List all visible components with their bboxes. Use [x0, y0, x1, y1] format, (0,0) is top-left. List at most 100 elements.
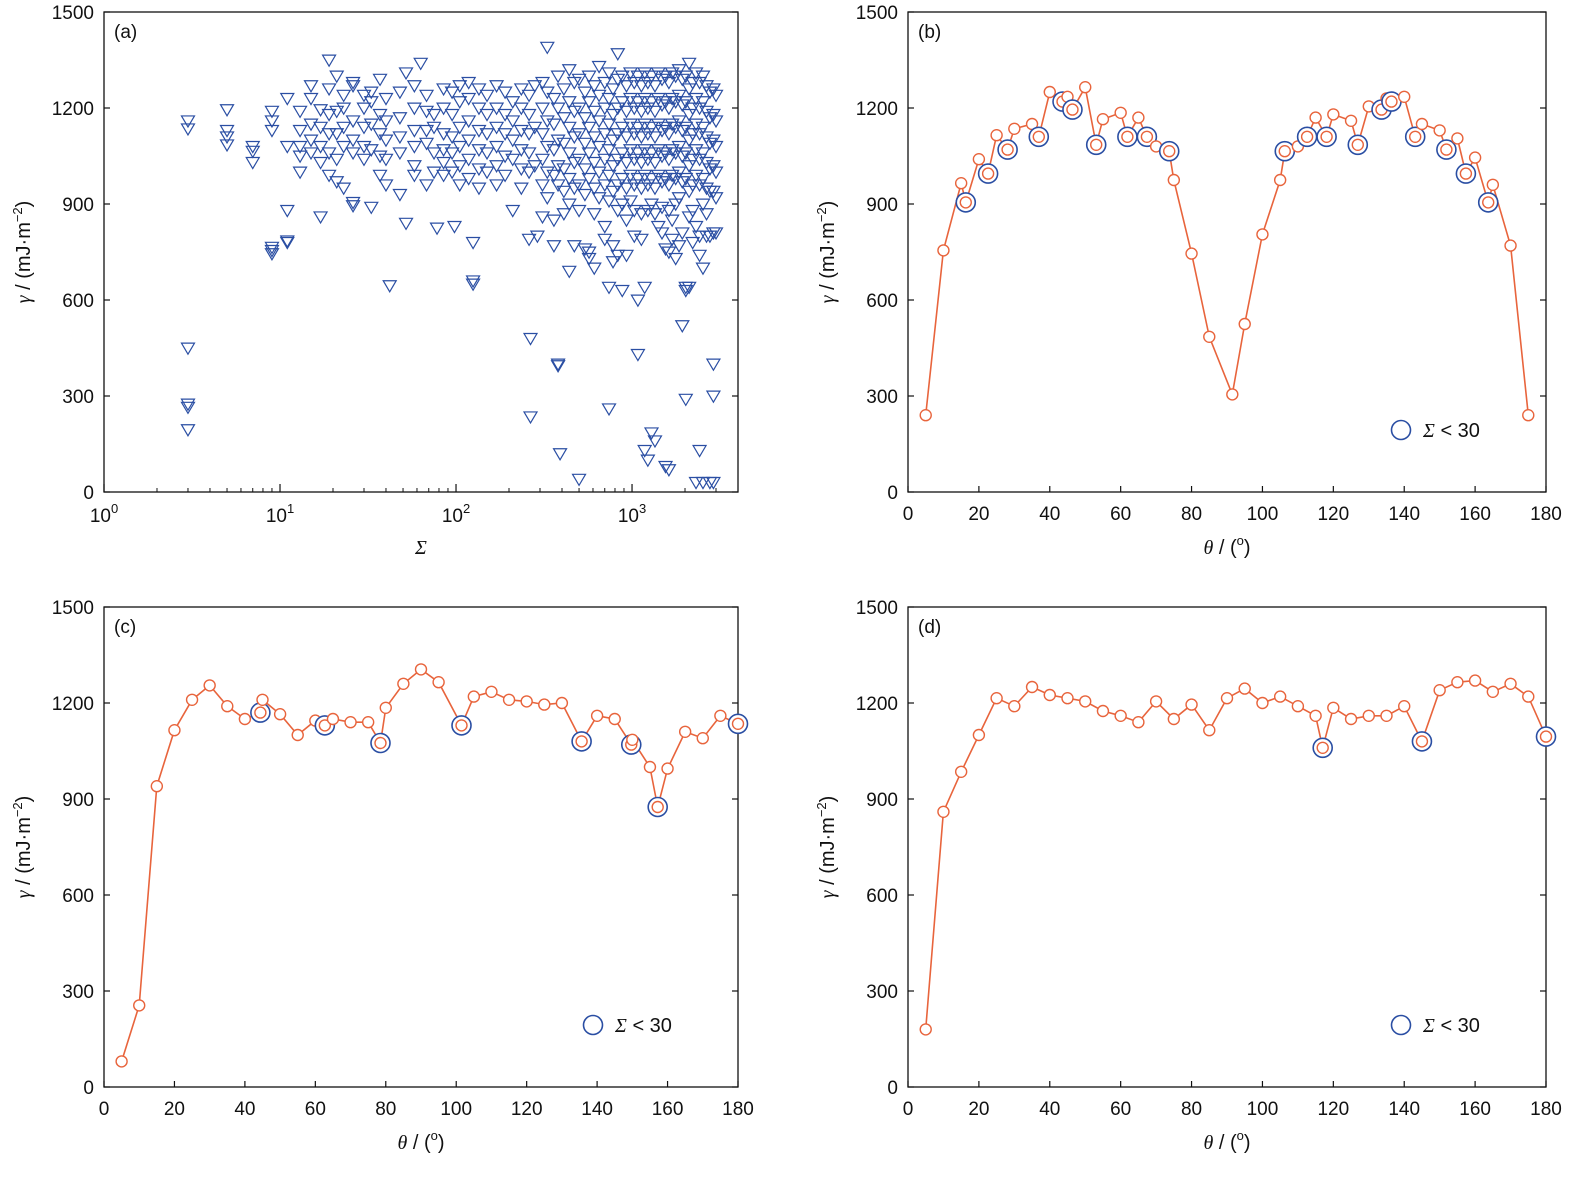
x-tick-label: 0 [903, 504, 914, 525]
chart-panel-d: 0 300 600 900 1200 1500 0 20 40 60 80 100 120 140 160 1… [814, 598, 1562, 1154]
data-point-circle [133, 999, 146, 1012]
y-tick-label: 0 [83, 1078, 94, 1099]
data-point-triangle [705, 358, 721, 372]
data-point-triangle [622, 144, 639, 157]
data-point-triangle [219, 104, 235, 117]
x-tick-label: 180 [1530, 1099, 1562, 1120]
data-point-circle [455, 719, 468, 732]
data-point-circle [981, 167, 995, 180]
data-point-circle [1043, 688, 1056, 702]
data-point-triangle [363, 201, 379, 215]
data-point-triangle [678, 147, 694, 161]
data-point-triangle [601, 281, 617, 295]
data-point-circle [1001, 143, 1014, 156]
data-point-circle [1327, 108, 1340, 121]
data-point-circle [626, 733, 639, 746]
data-point-triangle [571, 128, 587, 141]
data-point-triangle [688, 118, 704, 132]
data-point-circle [1025, 680, 1039, 694]
x-tick-label: 100 [90, 501, 118, 527]
data-point-circle [1032, 130, 1045, 144]
data-point-triangle [345, 200, 361, 213]
data-point-triangle [630, 96, 646, 109]
data-point-triangle [245, 156, 261, 170]
data-point-circle [397, 677, 410, 690]
data-point-circle [1090, 138, 1103, 152]
data-point-triangle [708, 227, 724, 241]
data-point-triangle [392, 131, 408, 145]
data-point-triangle [264, 241, 280, 255]
data-point-triangle [497, 108, 513, 122]
data-point-triangle [489, 121, 505, 135]
data-point-triangle [702, 137, 718, 151]
data-point-triangle [497, 169, 513, 183]
data-point-triangle [546, 240, 562, 253]
data-point-triangle [345, 147, 361, 161]
data-point-circle [990, 128, 1003, 142]
data-point-circle [1451, 676, 1464, 689]
data-point-triangle [630, 172, 646, 186]
data-point-circle [1096, 704, 1110, 718]
data-point-triangle [661, 128, 677, 141]
data-point-triangle [345, 196, 361, 210]
data-point-triangle [581, 96, 597, 109]
data-point-triangle [630, 348, 646, 362]
data-point-triangle [550, 70, 566, 84]
data-point-triangle [581, 252, 597, 266]
data-point-triangle [444, 108, 460, 122]
data-point-triangle [664, 118, 680, 132]
plot-frame [103, 11, 739, 493]
data-point-triangle [647, 131, 663, 145]
data-point-triangle [436, 83, 452, 97]
data-point-triangle [586, 182, 602, 196]
y-tick-label: 1500 [856, 598, 898, 619]
data-point-triangle [633, 182, 649, 196]
data-point-triangle [461, 172, 477, 186]
data-point-triangle [561, 121, 577, 135]
y-tick-label: 900 [866, 790, 898, 811]
data-point-triangle [657, 147, 674, 161]
data-point-triangle [671, 140, 687, 154]
data-point-triangle [626, 153, 642, 167]
data-point-circle [1132, 716, 1145, 729]
data-point-triangle [702, 112, 718, 125]
data-point-triangle [479, 108, 495, 122]
data-point-triangle [245, 140, 261, 154]
data-point-triangle [633, 105, 649, 119]
data-point-triangle [650, 169, 666, 183]
data-point-triangle [708, 89, 724, 103]
data-point-triangle [363, 86, 379, 100]
data-point-triangle [505, 153, 521, 167]
data-point-triangle [618, 182, 635, 196]
data-point-circle [254, 706, 267, 719]
data-point-triangle [591, 140, 607, 154]
data-point-circle [1061, 692, 1074, 705]
data-point-triangle [336, 121, 352, 135]
data-point-triangle [688, 144, 704, 157]
data-point-triangle [705, 390, 721, 404]
data-point-triangle [577, 188, 593, 202]
data-point-triangle [591, 166, 607, 180]
data-point-circle [1079, 80, 1092, 94]
data-point-triangle [637, 67, 653, 81]
data-point-triangle [546, 214, 562, 228]
data-point-triangle [664, 214, 680, 228]
data-point-circle [714, 709, 727, 722]
data-point-triangle [534, 128, 551, 141]
data-point-triangle [303, 147, 319, 161]
y-tick-label: 600 [866, 291, 898, 312]
data-point-triangle [685, 204, 701, 218]
data-point-circle [485, 685, 498, 698]
data-point-triangle [688, 92, 704, 106]
data-point-triangle [180, 115, 196, 129]
data-point-triangle [678, 172, 694, 186]
data-point-triangle [561, 96, 577, 109]
data-point-triangle [372, 128, 388, 141]
data-point-triangle [527, 160, 543, 173]
data-point-triangle [219, 139, 235, 153]
data-point-triangle [461, 92, 477, 106]
data-point-triangle [657, 172, 674, 186]
data-point-triangle [688, 67, 704, 81]
data-point-triangle [597, 233, 613, 247]
data-point-circle [1440, 143, 1453, 156]
